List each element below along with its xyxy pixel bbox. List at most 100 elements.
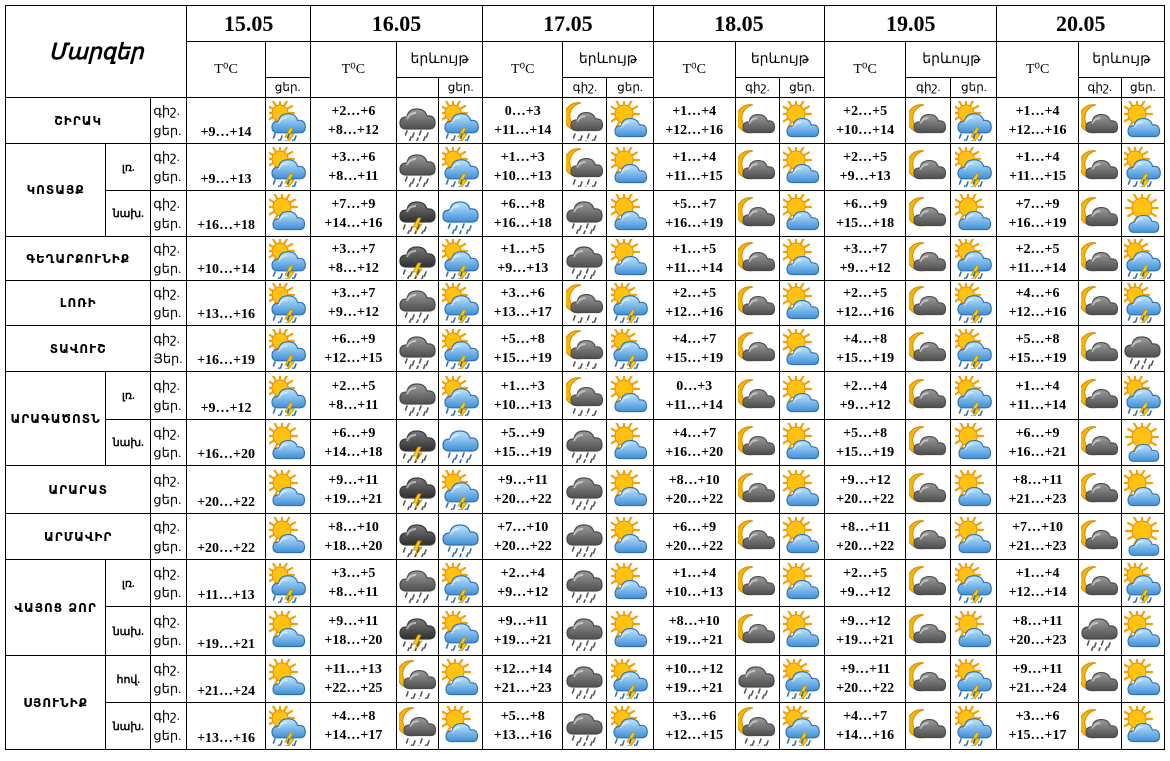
weather-icon-storm-sun — [606, 702, 654, 750]
night-temp: +2…+4 — [500, 566, 545, 581]
regions-header: Մարզեր — [4, 5, 188, 98]
night-temp: 0…+3 — [504, 103, 541, 119]
weather-icon-sun-cloud — [950, 606, 998, 656]
weather-icon-storm-sun — [438, 325, 484, 372]
time-of-day: գիշ. ցեր. — [150, 97, 188, 144]
region-name: ԱՐԱԳԱԾՈՏՆ — [4, 371, 107, 466]
day-temp: +13…+17 — [493, 305, 552, 320]
night-label: գիշ. — [153, 102, 180, 118]
temp-cell: +6…+8 +16…+18 — [482, 190, 564, 237]
temp-cell: +1…+4 +12…+14 — [996, 559, 1079, 607]
weather-icon-sun-cloud — [1120, 655, 1166, 703]
weather-icon-sun-cloud — [606, 465, 654, 514]
weather-icon-storm-sun — [438, 465, 484, 514]
day-temp: +16…+20 — [186, 419, 266, 466]
weather-icon-sun-cloud — [778, 325, 826, 372]
weather-icon-moon-cloud — [734, 513, 780, 560]
temp-cell: +2…+5 +12…+16 — [652, 280, 736, 326]
day-temp: +12…+15 — [665, 728, 724, 743]
weather-icon-sun-cloud — [778, 97, 826, 144]
weather-icon-storm-sun — [950, 236, 998, 281]
weather-icon-sun-cloud — [778, 513, 826, 560]
day-subheader: ցեր. — [1120, 77, 1166, 98]
temp-cell: +3…+7 +8…+12 — [309, 236, 397, 281]
weather-icon-moon-rain — [562, 325, 608, 372]
temp-cell: +8…+11 +21…+23 — [996, 465, 1079, 514]
weather-icon-sun-cloud — [606, 190, 654, 237]
night-label: գիշ. — [153, 149, 180, 164]
temp-cell: +1…+4 +11…+15 — [996, 143, 1079, 191]
night-temp: +1…+4 — [1015, 150, 1060, 165]
day-temp: +19…+21 — [665, 633, 724, 648]
weather-icon-storm-sun — [438, 606, 484, 656]
night-temp: +4…+8 — [843, 331, 888, 347]
weather-icon-moon-cloud — [734, 190, 780, 237]
day-temp: +20…+23 — [1008, 633, 1067, 648]
temp-cell: +11…+13 +22…+25 — [309, 655, 397, 703]
weather-icon-moon-cloud — [734, 559, 780, 607]
day-subheader: ցեր. — [606, 77, 654, 98]
night-temp: +6…+9 — [331, 425, 376, 441]
weather-icon-moon-cloud — [1077, 190, 1122, 237]
weather-icon-storm-sun — [264, 371, 311, 420]
day-label: ցեր. — [153, 633, 182, 648]
weather-icon-storm-cloud — [395, 419, 440, 466]
night-temp: +1…+5 — [672, 241, 717, 257]
region-row: ԱՐՄԱՎԻՐ գիշ. ցեր. +20…+22 +8…+10 +18…+20 — [4, 513, 1166, 560]
day-temp: +20…+22 — [665, 491, 724, 507]
day-temp: +15…+19 — [1008, 350, 1067, 366]
night-temp: +6…+9 — [1015, 425, 1060, 441]
weather-icon-moon-cloud — [905, 559, 952, 607]
day-temp: +19…+21 — [665, 681, 724, 696]
night-subheader: գիշ. — [1077, 77, 1122, 98]
weather-icon-rain-cloud — [1120, 325, 1166, 372]
night-temp: +3…+6 — [672, 709, 717, 724]
zone-label: նախ. — [105, 606, 152, 656]
night-temp: +8…+10 — [668, 472, 720, 488]
region-row: ԼՈՌԻ գիշ. ցեր. +13…+16 +3…+7 +9…+12 — [4, 280, 1166, 326]
weather-icon-storm-sun — [1120, 559, 1166, 607]
weather-icon-sun-cloud — [264, 465, 311, 514]
temp-cell: +1…+3 +10…+13 — [482, 143, 564, 191]
day-temp: +16…+19 — [665, 215, 724, 231]
day-label: ցեր. — [153, 538, 182, 554]
weather-icon-sun-cloud — [778, 559, 826, 607]
time-of-day: գիշ. ցեր. — [150, 655, 188, 703]
night-temp: +3…+6 — [1015, 709, 1060, 724]
weather-icon-rain-cloud — [562, 236, 608, 281]
region-row: ԳԵՂԱՐՔՈՒՆԻՔ գիշ. ցեր. +10…+14 +3…+7 +8…+1… — [4, 236, 1166, 281]
region-name: ԳԵՂԱՐՔՈՒՆԻՔ — [4, 236, 152, 281]
temp-cell: +2…+5 +9…+13 — [824, 143, 907, 191]
weather-icon-storm-sun — [606, 280, 654, 326]
day-temp: +21…+24 — [1008, 681, 1067, 696]
temp-cell: +12…+14 +21…+23 — [482, 655, 564, 703]
weather-icon-moon-rain — [734, 702, 780, 750]
weather-icon-sun-cloud — [606, 371, 654, 420]
weather-icon-rain-blue — [438, 190, 484, 237]
day-temp: +19…+21 — [493, 633, 552, 648]
weather-icon-rain-cloud — [562, 419, 608, 466]
time-of-day: գիշ. ցեր. — [150, 702, 188, 750]
day-temp: +12…+16 — [1008, 305, 1067, 320]
night-temp: +2…+5 — [672, 286, 717, 301]
temp-cell: +4…+8 +14…+17 — [309, 702, 397, 750]
weather-icon-rain-cloud — [562, 190, 608, 237]
temp-cell: +7…+9 +16…+19 — [996, 190, 1079, 237]
weather-icon-storm-sun — [606, 325, 654, 372]
night-temp: +3…+7 — [331, 286, 376, 301]
day-temp: +16…+18 — [186, 190, 266, 237]
date-header: 20.05 — [996, 5, 1165, 42]
weather-icon-moon-cloud — [905, 371, 952, 420]
day-temp: +15…+19 — [493, 444, 552, 460]
time-of-day: գիշ. ցեր. — [150, 513, 188, 560]
weather-icon-sun-cloud — [1120, 465, 1166, 514]
night-temp: 0…+3 — [676, 378, 713, 394]
temp-cell: +2…+5 +10…+14 — [824, 97, 907, 144]
night-label: գիշ. — [153, 377, 180, 393]
weather-icon-moon-cloud — [734, 236, 780, 281]
temp-cell: +6…+9 +16…+21 — [996, 419, 1079, 466]
weather-icon-rain-cloud — [562, 465, 608, 514]
day-temp: +9…+12 — [497, 585, 549, 600]
region-row: ՍՅՈՒՆԻՔ հով. գիշ. ցեր. +21…+24 +11…+13 +22… — [4, 655, 1166, 750]
time-of-day: գիշ. ցեր. — [150, 419, 188, 466]
